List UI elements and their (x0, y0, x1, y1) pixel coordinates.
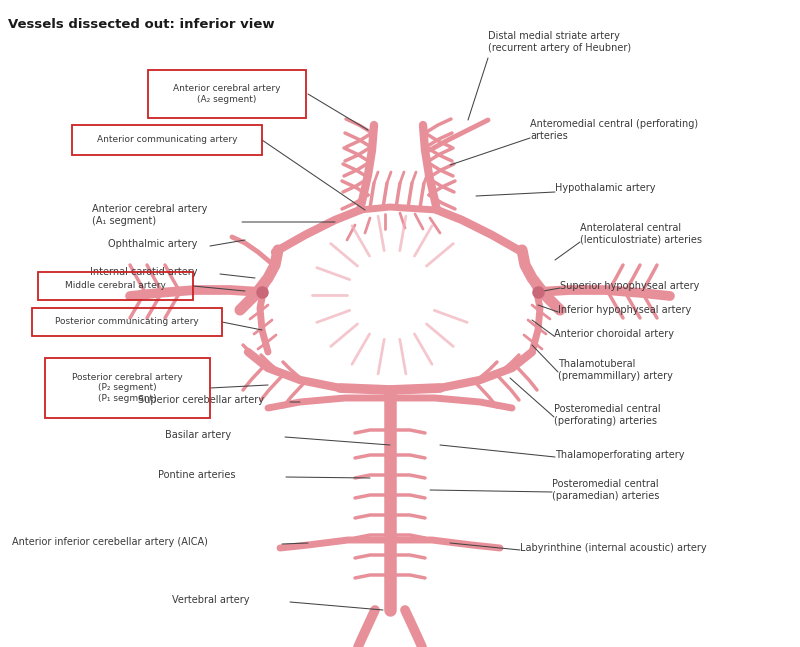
Text: Anteromedial central (perforating)
arteries: Anteromedial central (perforating) arter… (530, 119, 698, 141)
Text: Posteromedial central
(perforating) arteries: Posteromedial central (perforating) arte… (554, 404, 661, 426)
Text: Anterolateral central
(lenticulostriate) arteries: Anterolateral central (lenticulostriate)… (580, 223, 702, 245)
Text: Vertebral artery: Vertebral artery (172, 595, 250, 605)
Text: Anterior cerebral artery
(A₁ segment): Anterior cerebral artery (A₁ segment) (92, 204, 207, 226)
Bar (32, 308, 222, 336)
Text: Posterior cerebral artery
(P₂ segment)
(P₁ segment): Posterior cerebral artery (P₂ segment) (… (72, 373, 183, 403)
Text: Posteromedial central
(paramedian) arteries: Posteromedial central (paramedian) arter… (552, 479, 659, 501)
Text: Posterior communicating artery: Posterior communicating artery (55, 318, 199, 327)
Bar (148, 70, 306, 118)
Text: Ophthalmic artery: Ophthalmic artery (108, 239, 198, 249)
Text: Pontine arteries: Pontine arteries (158, 470, 235, 480)
Text: Superior hypophyseal artery: Superior hypophyseal artery (560, 281, 699, 291)
Text: Thalamotuberal
(premammillary) artery: Thalamotuberal (premammillary) artery (558, 359, 673, 381)
Text: Internal carotid artery: Internal carotid artery (90, 267, 198, 277)
Bar (45, 358, 210, 418)
Text: Middle cerebral artery: Middle cerebral artery (65, 281, 166, 291)
Text: Anterior communicating artery: Anterior communicating artery (97, 135, 238, 144)
Bar (38, 272, 193, 300)
Text: Distal medial striate artery
(recurrent artery of Heubner): Distal medial striate artery (recurrent … (488, 31, 631, 53)
Text: Vessels dissected out: inferior view: Vessels dissected out: inferior view (8, 18, 274, 31)
Text: Basilar artery: Basilar artery (165, 430, 231, 440)
Text: Anterior inferior cerebellar artery (AICA): Anterior inferior cerebellar artery (AIC… (12, 537, 208, 547)
Bar (72, 125, 262, 155)
Text: Superior cerebellar artery: Superior cerebellar artery (138, 395, 264, 405)
Text: Hypothalamic artery: Hypothalamic artery (555, 183, 655, 193)
Text: Anterior choroidal artery: Anterior choroidal artery (554, 329, 674, 339)
Text: Inferior hypophyseal artery: Inferior hypophyseal artery (558, 305, 691, 315)
Text: Thalamoperforating artery: Thalamoperforating artery (555, 450, 685, 460)
Text: Labyrinthine (internal acoustic) artery: Labyrinthine (internal acoustic) artery (520, 543, 706, 553)
Text: Anterior cerebral artery
(A₂ segment): Anterior cerebral artery (A₂ segment) (174, 84, 281, 104)
